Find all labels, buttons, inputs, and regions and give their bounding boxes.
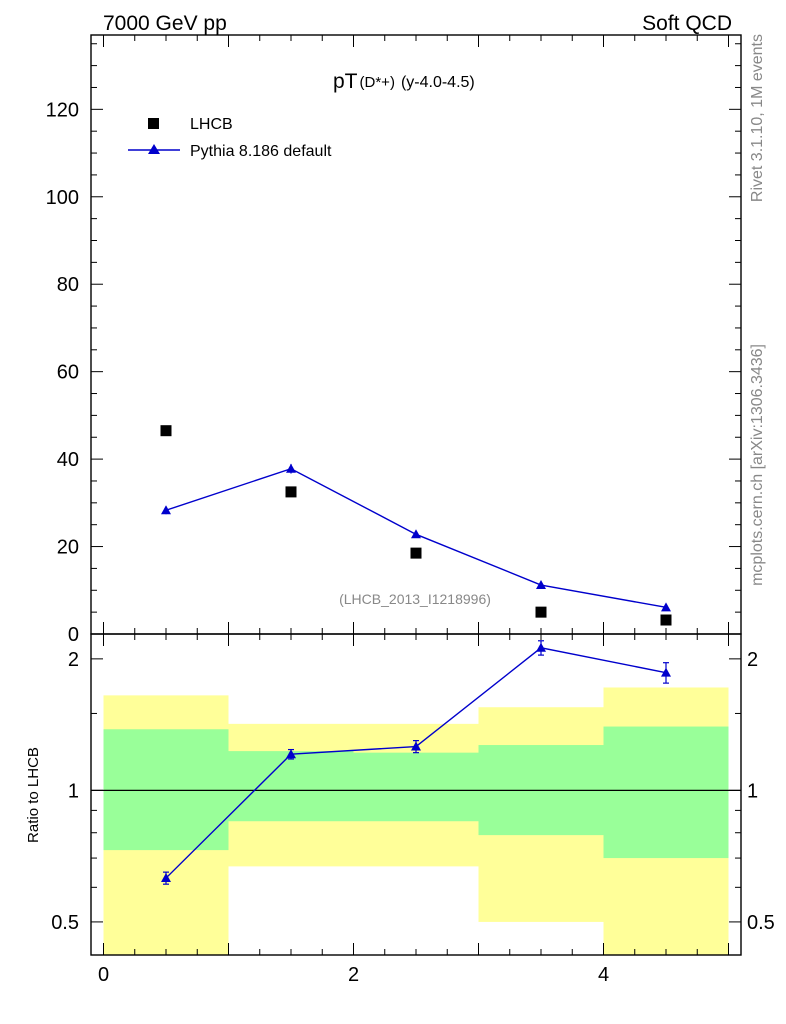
legend: LHCB Pythia 8.186 default xyxy=(128,116,332,160)
ratio-mc-point-2 xyxy=(411,741,421,751)
ratio-panel: 0.5 0.51 12 20 2 4 xyxy=(51,35,775,986)
ratio-ylabel: Ratio to LHCB xyxy=(25,747,42,843)
main-data-point-1 xyxy=(285,486,297,498)
main-ytick-label-4: 80 xyxy=(57,274,79,296)
main-ytick-label-2: 40 xyxy=(57,449,79,471)
title-pt: pT xyxy=(333,70,358,93)
main-ytick-label-5: 100 xyxy=(46,187,79,209)
legend-data-marker xyxy=(148,118,159,129)
ratio-ytick-label-right-1: 1 xyxy=(747,780,758,802)
ratio-ytick-label-right-0: 0.5 xyxy=(747,912,775,934)
ratio-mc-point-4 xyxy=(661,667,671,677)
ratio-mc-point-1 xyxy=(286,749,296,759)
ratio-mc-point-3 xyxy=(536,642,546,652)
main-frame xyxy=(90,34,742,635)
uncertainty-band-inner-4 xyxy=(603,726,729,859)
ratio-ytick-label-left-2: 2 xyxy=(68,649,79,671)
analysis-tag: (LHCB_2013_I1218996) xyxy=(339,591,491,607)
mcplots-label: mcplots.cern.ch [arXiv:1306.3436] xyxy=(749,344,766,586)
legend-mc-label: Pythia 8.186 default xyxy=(190,143,332,160)
main-data-point-4 xyxy=(660,614,672,626)
main-mc-point-1 xyxy=(286,463,296,473)
main-ytick-label-6: 120 xyxy=(46,99,79,121)
rivet-version-label: Rivet 3.1.10, 1M events xyxy=(749,34,766,202)
main-data-point-0 xyxy=(160,425,172,437)
title-particle: (D*+) xyxy=(360,74,395,91)
uncertainty-band-inner-2 xyxy=(353,752,479,822)
uncertainty-band-inner-1 xyxy=(228,751,354,822)
main-ytick-label-3: 60 xyxy=(57,362,79,384)
main-mc-point-2 xyxy=(411,529,421,539)
uncertainty-band-inner-0 xyxy=(103,729,229,851)
xtick-label-0: 0 xyxy=(98,964,109,986)
main-ytick-label-1: 20 xyxy=(57,537,79,559)
main-mc-point-3 xyxy=(536,580,546,590)
main-mc-point-0 xyxy=(161,505,171,515)
main-title: pT (D*+) (y-4.0-4.5) xyxy=(333,70,475,93)
ratio-ytick-label-left-1: 1 xyxy=(68,780,79,802)
main-mc-point-4 xyxy=(661,602,671,612)
ratio-ytick-label-left-0: 0.5 xyxy=(51,912,79,934)
main-ytick-label-0: 0 xyxy=(68,624,79,646)
xtick-label-1: 2 xyxy=(348,964,359,986)
legend-data-label: LHCB xyxy=(190,116,233,133)
main-data-point-2 xyxy=(410,547,422,559)
ratio-ytick-label-right-2: 2 xyxy=(747,649,758,671)
header-right: Soft QCD xyxy=(642,12,732,35)
xtick-label-2: 4 xyxy=(598,964,609,986)
header-left: 7000 GeV pp xyxy=(103,12,227,35)
legend-mc-marker xyxy=(148,144,160,154)
title-rapidity: (y-4.0-4.5) xyxy=(401,74,475,91)
ratio-mc-point-0 xyxy=(161,873,171,883)
main-data-point-3 xyxy=(535,606,547,618)
